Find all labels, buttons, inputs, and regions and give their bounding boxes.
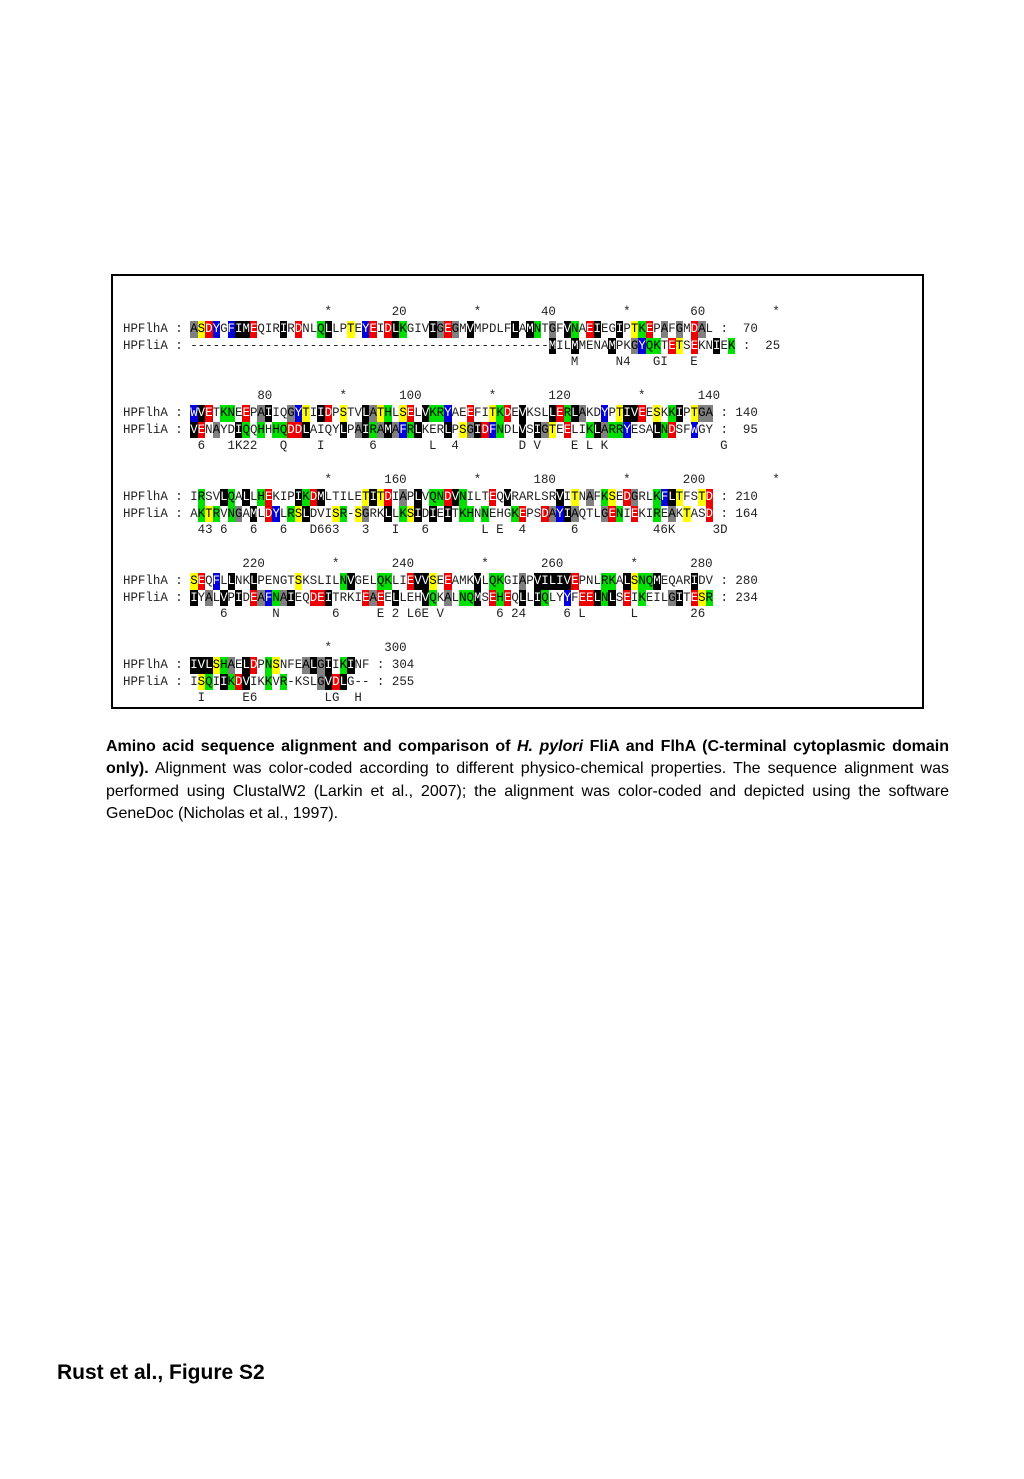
sequence-residues: AKTRVNGAMLDYLRSLDVISR-SGRKLLKSIDIEITKHNN…: [190, 505, 714, 523]
sequence-name: HPFliA: [123, 422, 168, 437]
sequence-end-position: 164: [735, 506, 758, 521]
consensus-line: M N4 GI E: [123, 355, 698, 370]
figure-caption: Amino acid sequence alignment and compar…: [106, 736, 949, 826]
sequence-name: HPFlhA: [123, 489, 168, 504]
sequence-row: HPFlhA : IRSVLQALLHEKIPIKDMLTILETITDIAPL…: [123, 488, 758, 506]
sequence-name: HPFlhA: [123, 321, 168, 336]
sequence-name: HPFliA: [123, 674, 168, 689]
sequence-residues: VENAYDIQQHHHQDDLAIQYLPAIRAMAFRLKERLPSGID…: [190, 421, 714, 439]
sequence-row: HPFliA : AKTRVNGAMLDYLRSLDVISR-SGRKLLKSI…: [123, 505, 758, 523]
ruler-line: 80 * 100 * 120 * 140: [123, 388, 721, 403]
sequence-end-position: 25: [757, 338, 781, 353]
sequence-row: HPFliA : VENAYDIQQHHHQDDLAIQYLPAIRAMAFRL…: [123, 421, 758, 439]
ruler-line: * 20 * 40 * 60 *: [123, 305, 780, 319]
sequence-end-position: 95: [735, 422, 758, 437]
ruler-line: * 300: [123, 640, 407, 655]
sequence-residues: SEQFLLNKLPENGTSKSLILNVGELQKLIEVVSEEAMKVL…: [190, 572, 714, 590]
sequence-row: HPFliA : ISQIIKDVIKKVR-KSLGVDLG-- : 255: [123, 673, 415, 691]
sequence-name: HPFlhA: [123, 657, 168, 672]
block-spacer: [123, 455, 780, 472]
sequence-end-position: 255: [391, 674, 415, 689]
caption-species: H. pylori: [516, 738, 584, 755]
sequence-end-position: 70: [735, 321, 758, 336]
sequence-end-position: 280: [735, 573, 758, 588]
sequence-name: HPFlhA: [123, 405, 168, 420]
sequence-residues: ISQIIKDVIKKVR-KSLGVDLG--: [190, 673, 370, 691]
sequence-residues: IYALVPIDEAFNAIEQDEITRKIEAEELLEHVQKALNQMS…: [190, 589, 714, 607]
caption-bold-2: FliA and FlhA (C-terminal cytoplasmic do…: [106, 738, 949, 778]
sequence-alignment: * 20 * 40 * 60 * HPFlhA : ASDYGFIMEQIRIRD…: [123, 304, 780, 707]
block-spacer: [123, 623, 780, 640]
sequence-residues: IRSVLQALLHEKIPIKDMLTILETITDIAPLVQNDVNILT…: [190, 488, 714, 506]
block-spacer: [123, 371, 780, 388]
caption-bold-1: Amino acid sequence alignment and compar…: [106, 738, 511, 755]
sequence-residues: IVLSHAELDPNSNFEALGIIKINF: [190, 656, 370, 674]
sequence-row: HPFlhA : IVLSHAELDPNSNFEALGIIKINF : 304: [123, 656, 415, 674]
ruler-line: 220 * 240 * 260 * 280: [123, 556, 713, 571]
block-spacer: [123, 539, 780, 556]
sequence-row: HPFliA : -------------------------------…: [123, 337, 781, 355]
caption-text: Alignment was color-coded according to d…: [106, 760, 949, 823]
consensus-line: I E6 LG H: [123, 691, 362, 706]
sequence-name: HPFliA: [123, 338, 168, 353]
consensus-line: 6 1K22 Q I 6 L 4 D V E L K G: [123, 439, 728, 454]
sequence-name: HPFlhA: [123, 573, 168, 588]
figure-label: Rust et al., Figure S2: [57, 1361, 265, 1384]
sequence-row: HPFliA : IYALVPIDEAFNAIEQDEITRKIEAEELLEH…: [123, 589, 758, 607]
consensus-line: 6 N 6 E 2 L6E V 6 24 6 L L 26: [123, 607, 706, 622]
sequence-end-position: 234: [735, 590, 758, 605]
sequence-name: HPFliA: [123, 506, 168, 521]
sequence-name: HPFliA: [123, 590, 168, 605]
sequence-row: HPFlhA : ASDYGFIMEQIRIRDNLQLLPTEYEIDLKGI…: [123, 320, 758, 338]
sequence-end-position: 140: [735, 405, 758, 420]
sequence-row: HPFlhA : WVETKNEEPAIIQGYTIIDPSTVLATHLSEL…: [123, 404, 758, 422]
alignment-figure: * 20 * 40 * 60 * HPFlhA : ASDYGFIMEQIRIRD…: [111, 274, 924, 709]
sequence-end-position: 210: [735, 489, 758, 504]
sequence-residues: ASDYGFIMEQIRIRDNLQLLPTEYEIDLKGIVIGEGMVMP…: [190, 320, 714, 338]
sequence-end-position: 304: [391, 657, 415, 672]
sequence-row: HPFlhA : SEQFLLNKLPENGTSKSLILNVGELQKLIEV…: [123, 572, 758, 590]
consensus-line: 43 6 6 6 D663 3 I 6 L E 4 6 46K 3D: [123, 523, 728, 538]
sequence-residues: WVETKNEEPAIIQGYTIIDPSTVLATHLSELVKRYAEEFI…: [190, 404, 714, 422]
sequence-residues: ----------------------------------------…: [190, 337, 736, 355]
ruler-line: * 160 * 180 * 200 *: [123, 472, 780, 487]
